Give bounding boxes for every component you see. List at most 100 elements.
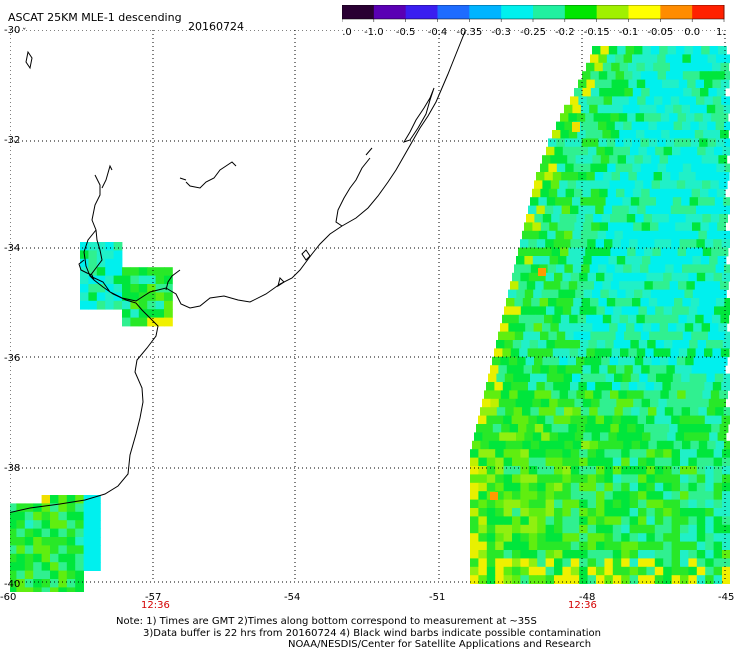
data-cell: [610, 214, 619, 223]
data-cell: [671, 415, 680, 425]
data-cell: [684, 256, 693, 265]
data-cell: [597, 230, 607, 240]
data-cell: [562, 457, 572, 467]
data-cell: [570, 415, 580, 425]
data-cell: [645, 205, 655, 215]
data-cell: [520, 575, 530, 584]
data-cell: [634, 46, 643, 55]
data-cell: [705, 449, 714, 458]
lat-label-38: -38: [4, 463, 21, 474]
data-cell: [576, 424, 586, 433]
data-cell: [669, 424, 678, 433]
lon-label-57: -57: [145, 592, 162, 603]
data-cell: [565, 163, 574, 173]
data-cell: [512, 482, 521, 492]
data-cell: [680, 340, 690, 349]
data-cell: [486, 415, 496, 425]
data-cell: [693, 323, 702, 332]
data-cell: [504, 373, 514, 383]
data-cell: [488, 373, 497, 383]
data-cell: [592, 180, 602, 190]
data-cell: [528, 272, 538, 282]
data-cell: [503, 457, 513, 467]
data-cell: [575, 155, 585, 164]
data-cell: [92, 511, 101, 521]
data-cell: [534, 424, 544, 433]
footer-note-1: Note: 1) Times are GMT 2)Times along bot…: [116, 616, 537, 627]
data-cell: [538, 407, 548, 416]
data-cell: [16, 528, 26, 538]
lon-label-45: -45: [718, 592, 735, 603]
data-cell: [58, 562, 68, 571]
data-cell: [486, 575, 496, 584]
data-cell: [592, 356, 602, 366]
data-cell: [704, 415, 714, 425]
data-cell: [503, 449, 513, 458]
data-cell: [556, 298, 566, 307]
data-cell: [554, 516, 563, 526]
data-cell: [656, 407, 666, 416]
data-cell: [654, 482, 664, 492]
data-cell: [88, 284, 98, 293]
data-cell: [526, 247, 536, 257]
data-cell: [680, 533, 689, 542]
colorbar-label: -0.3: [491, 27, 511, 38]
data-cell: [569, 348, 579, 358]
data-cell: [554, 272, 563, 282]
data-cell: [594, 79, 604, 89]
data-cell: [716, 365, 726, 374]
data-cell: [612, 499, 622, 509]
data-cell: [10, 553, 17, 563]
data-cell: [514, 264, 523, 274]
data-cell: [698, 407, 708, 416]
data-cell: [679, 415, 689, 425]
data-cell: [587, 558, 597, 568]
data-cell: [707, 298, 717, 307]
data-cell: [629, 474, 639, 484]
data-cell: [122, 275, 131, 285]
data-cell: [705, 146, 715, 156]
data-cell: [696, 533, 706, 542]
data-cell: [10, 537, 17, 546]
data-cell: [597, 197, 606, 206]
data-cell: [539, 440, 548, 450]
data-cell: [503, 550, 513, 559]
data-cell: [570, 575, 580, 584]
data-cell: [665, 54, 675, 64]
data-cell: [658, 398, 668, 408]
data-cell: [552, 130, 561, 139]
data-cell: [551, 214, 560, 223]
data-cell: [651, 323, 660, 332]
data-cell: [591, 222, 600, 232]
data-cell: [662, 348, 671, 358]
data-cell: [16, 520, 26, 529]
data-cell: [570, 382, 579, 391]
data-cell: [714, 306, 723, 316]
data-cell: [490, 398, 500, 408]
data-cell: [618, 390, 628, 400]
data-cell: [688, 466, 698, 475]
data-cell: [33, 503, 42, 513]
data-cell: [706, 373, 716, 383]
data-cell: [598, 331, 608, 341]
data-cell: [164, 275, 173, 285]
data-cell: [612, 382, 621, 391]
data-cell: [546, 146, 555, 156]
data-cell: [478, 524, 488, 534]
data-cell: [677, 113, 687, 122]
data-cell: [724, 163, 730, 173]
data-cell: [587, 575, 597, 584]
data-cell: [717, 222, 726, 232]
data-cell: [686, 62, 696, 72]
data-cell: [654, 96, 663, 106]
data-cell: [621, 457, 630, 467]
data-cell: [596, 533, 605, 542]
data-cell: [580, 230, 590, 240]
data-cell: [579, 508, 588, 517]
data-cell: [679, 96, 688, 106]
chart-title: ASCAT 25KM MLE-1 descending: [8, 11, 182, 24]
data-cell: [599, 222, 609, 232]
data-cell: [80, 300, 89, 310]
data-cell: [590, 54, 599, 64]
data-cell: [617, 289, 626, 299]
